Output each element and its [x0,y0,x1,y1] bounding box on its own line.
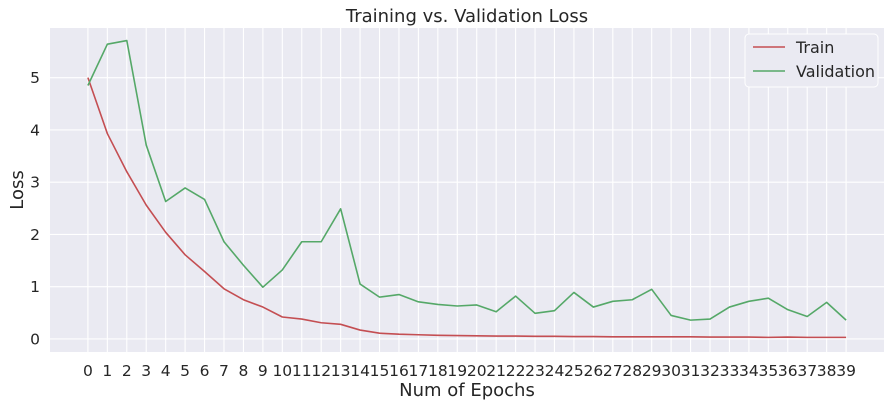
y-tick-label: 4 [30,121,40,139]
x-tick-label: 32 [700,362,720,380]
x-tick-label: 6 [200,362,210,380]
y-tick-label: 5 [30,69,40,87]
x-tick-label: 33 [720,362,740,380]
x-tick-label: 1 [102,362,112,380]
x-tick-label: 14 [350,362,370,380]
x-tick-label: 11 [292,362,312,380]
x-axis-label: Num of Epochs [399,380,535,401]
x-tick-label: 3 [141,362,151,380]
x-tick-label: 19 [447,362,467,380]
chart-title: Training vs. Validation Loss [345,6,588,27]
x-tick-label: 13 [331,362,351,380]
series-line-train [87,77,847,339]
x-tick-label: 29 [642,362,662,380]
x-tick-label: 30 [661,362,681,380]
x-tick-label: 37 [797,362,817,380]
x-tick-label: 9 [258,362,268,380]
x-tick-label: 10 [272,362,292,380]
y-tick-label: 2 [30,226,40,244]
y-tick-label: 1 [30,278,40,296]
x-tick-label: 16 [389,362,409,380]
x-tick-label: 34 [739,362,759,380]
y-axis-ticks: 0 1 2 3 4 5 [30,69,40,348]
x-tick-label: 26 [583,362,603,380]
x-tick-label: 22 [506,362,526,380]
x-axis-ticks: 0 1 2 3 4 5 6 7 8 9 10 11 12 13 14 15 16 17 18 19 20 21 22 23 24… [83,362,856,380]
x-tick-label: 39 [836,362,856,380]
x-tick-label: 38 [817,362,837,380]
x-tick-label: 17 [409,362,429,380]
x-tick-label: 20 [467,362,487,380]
series-lines [87,39,847,339]
y-tick-label: 0 [30,330,40,348]
x-tick-label: 8 [238,362,248,380]
x-tick-label: 12 [311,362,331,380]
x-tick-label: 0 [83,362,93,380]
legend-label-validation: Validation [796,62,875,81]
x-tick-label: 5 [180,362,190,380]
x-tick-label: 28 [622,362,642,380]
x-tick-label: 27 [603,362,623,380]
series-line-validation [87,39,847,321]
x-tick-label: 31 [681,362,701,380]
x-tick-label: 24 [545,362,565,380]
y-axis-label: Loss [7,170,28,209]
x-tick-label: 4 [161,362,171,380]
x-tick-label: 2 [122,362,132,380]
y-tick-label: 3 [30,174,40,192]
x-tick-label: 7 [219,362,229,380]
legend-label-train: Train [795,38,834,57]
x-tick-label: 21 [486,362,506,380]
x-tick-label: 18 [428,362,448,380]
x-tick-label: 35 [758,362,778,380]
x-tick-label: 15 [370,362,390,380]
x-tick-label: 36 [778,362,798,380]
x-tick-label: 25 [564,362,584,380]
legend: Train Validation [744,33,879,88]
x-tick-label: 23 [525,362,545,380]
